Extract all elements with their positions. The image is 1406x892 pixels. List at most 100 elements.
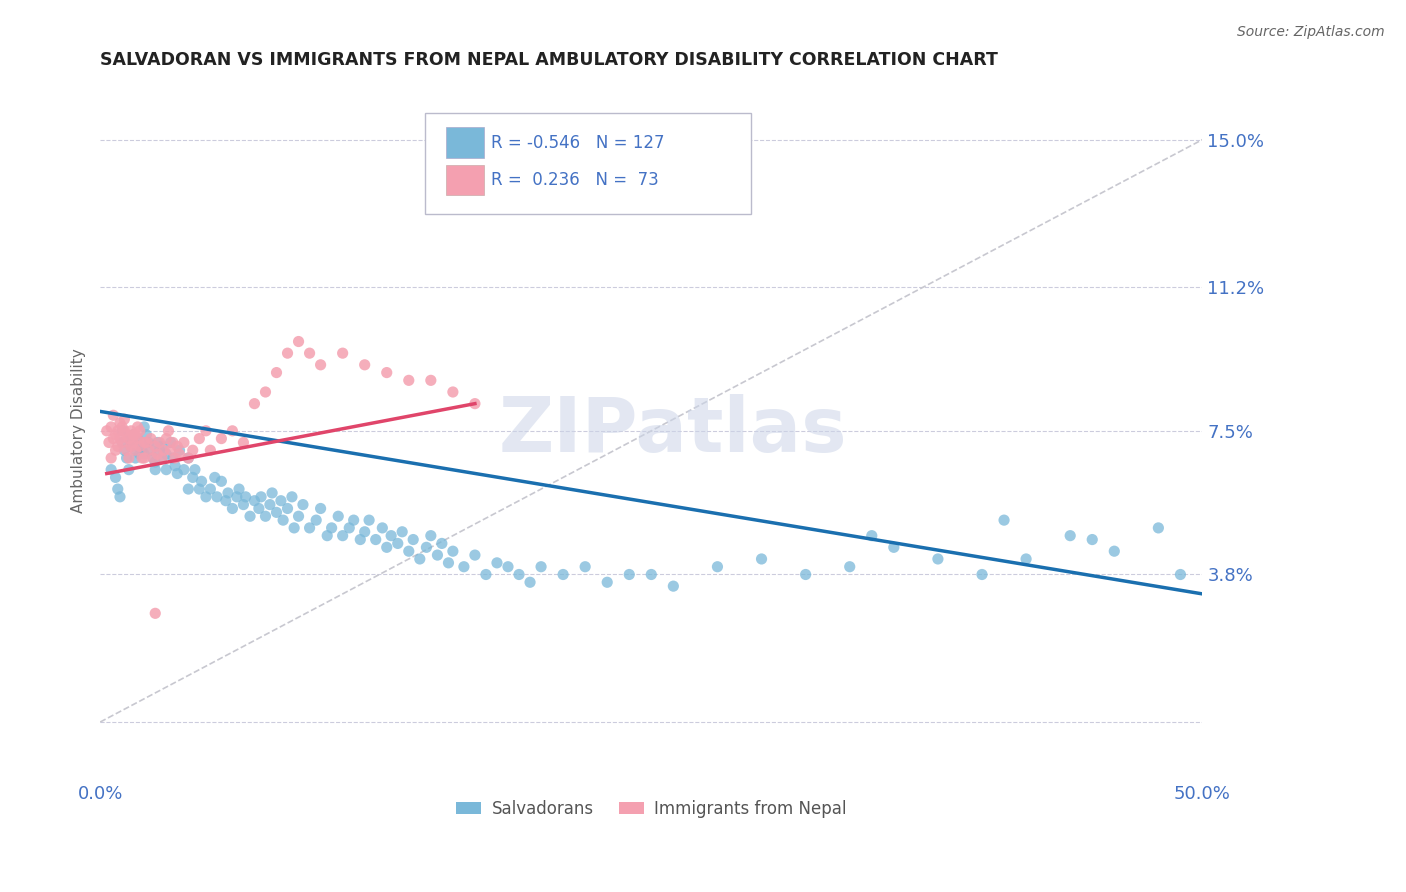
Point — [122, 427, 145, 442]
Point — [291, 498, 314, 512]
Point — [115, 443, 138, 458]
Point — [122, 435, 145, 450]
Point — [508, 567, 530, 582]
Point — [321, 521, 343, 535]
Point — [530, 559, 553, 574]
Point — [139, 443, 162, 458]
Point — [181, 443, 204, 458]
Point — [134, 435, 156, 450]
Point — [398, 373, 420, 387]
Point — [287, 334, 309, 349]
Point — [155, 447, 177, 461]
Point — [328, 509, 350, 524]
Point — [426, 548, 449, 562]
Point — [166, 439, 188, 453]
Point — [150, 450, 173, 465]
Point — [124, 427, 146, 442]
Point — [927, 552, 949, 566]
Point — [228, 482, 250, 496]
Point — [124, 443, 146, 458]
Point — [118, 463, 141, 477]
Point — [860, 529, 883, 543]
Point — [262, 486, 284, 500]
Point — [259, 498, 281, 512]
Point — [107, 439, 129, 453]
Point — [281, 490, 304, 504]
Point — [169, 447, 191, 461]
Point — [215, 493, 238, 508]
Point — [209, 432, 232, 446]
Point — [128, 439, 150, 453]
Point — [343, 513, 366, 527]
Point — [120, 424, 142, 438]
Point — [441, 544, 464, 558]
Point — [153, 443, 176, 458]
Point — [371, 521, 394, 535]
Point — [111, 435, 134, 450]
Point — [221, 501, 243, 516]
Point — [398, 544, 420, 558]
Point — [247, 501, 270, 516]
Point — [332, 529, 354, 543]
Point — [640, 567, 662, 582]
Point — [142, 450, 165, 465]
Point — [150, 439, 173, 453]
Point — [188, 432, 211, 446]
Point — [353, 524, 375, 539]
Point — [409, 552, 432, 566]
Point — [271, 513, 294, 527]
Point — [309, 358, 332, 372]
Point — [254, 509, 277, 524]
Point — [100, 450, 122, 465]
Point — [364, 533, 387, 547]
Point — [353, 358, 375, 372]
Point — [204, 470, 226, 484]
Point — [138, 435, 160, 450]
Point — [464, 548, 486, 562]
Point — [1147, 521, 1170, 535]
Point — [115, 427, 138, 442]
Point — [1170, 567, 1192, 582]
Point — [159, 435, 181, 450]
Point — [266, 366, 288, 380]
Point — [519, 575, 541, 590]
Text: ZIPatlas: ZIPatlas — [499, 394, 848, 467]
Point — [146, 435, 169, 450]
Point — [124, 443, 146, 458]
Point — [169, 443, 191, 458]
Point — [128, 447, 150, 461]
Point — [143, 463, 166, 477]
Point — [155, 432, 177, 446]
Point — [402, 533, 425, 547]
Point — [162, 450, 184, 465]
Legend: Salvadorans, Immigrants from Nepal: Salvadorans, Immigrants from Nepal — [450, 793, 853, 824]
Point — [143, 455, 166, 469]
Point — [239, 509, 262, 524]
Point — [430, 536, 453, 550]
Point — [157, 424, 180, 438]
Point — [250, 490, 273, 504]
Point — [970, 567, 993, 582]
Point — [332, 346, 354, 360]
Text: SALVADORAN VS IMMIGRANTS FROM NEPAL AMBULATORY DISABILITY CORRELATION CHART: SALVADORAN VS IMMIGRANTS FROM NEPAL AMBU… — [100, 51, 998, 69]
Point — [103, 432, 125, 446]
Point — [166, 467, 188, 481]
Point — [134, 447, 156, 461]
Point — [266, 505, 288, 519]
Point — [127, 432, 149, 446]
Point — [112, 443, 135, 458]
Point — [118, 450, 141, 465]
Y-axis label: Ambulatory Disability: Ambulatory Disability — [72, 349, 86, 513]
Point — [706, 559, 728, 574]
Point — [108, 416, 131, 430]
Point — [254, 384, 277, 399]
Point — [104, 470, 127, 484]
Text: Source: ZipAtlas.com: Source: ZipAtlas.com — [1237, 25, 1385, 39]
Point — [235, 490, 257, 504]
Point — [305, 513, 328, 527]
Point — [437, 556, 460, 570]
Point — [120, 439, 142, 453]
Point — [221, 424, 243, 438]
Point — [883, 541, 905, 555]
Point — [149, 435, 172, 450]
